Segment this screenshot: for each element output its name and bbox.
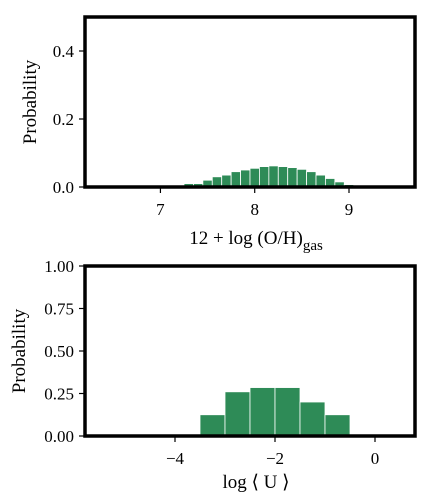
histogram-bar [259, 166, 270, 188]
histogram-bar [274, 387, 301, 437]
x-tick-label: 9 [345, 200, 354, 219]
histogram-bar [224, 391, 251, 437]
subplot-2: −4 −2 0 0.00 0.25 0.50 0.75 1.00 log ⟨ U ⟩ Probab… [9, 257, 417, 493]
y-tick-label: 1.00 [44, 257, 74, 276]
y-tick-label: 0.2 [53, 110, 74, 129]
histogram-bar [221, 174, 232, 188]
x-axis-label: log ⟨ U ⟩ [222, 472, 289, 493]
subplot-1: 7 8 9 0.0 0.2 0.4 12 + log (O/H)gas Probability [20, 15, 417, 254]
histogram-bar [299, 401, 326, 437]
y-tick-label: 0.50 [44, 342, 74, 361]
x-tick-label: 8 [250, 200, 259, 219]
histogram-bar [315, 174, 326, 188]
y-tick-label: 0.00 [44, 427, 74, 446]
histogram-bar [230, 171, 241, 188]
x-axis-label: 12 + log (O/H)gas [189, 228, 323, 254]
histogram-bar [268, 165, 279, 188]
x-axis-label-subscript: gas [303, 238, 323, 254]
plot-frame [83, 15, 417, 189]
y-tick-label: 0.75 [44, 300, 74, 319]
histogram-bar [324, 414, 351, 437]
histogram-bar [199, 414, 226, 437]
histogram-bar [287, 167, 298, 188]
x-tick-label: −2 [266, 449, 284, 468]
histogram-bar [249, 167, 260, 188]
y-tick-label: 0.0 [53, 178, 74, 197]
x-tick-label: 0 [371, 449, 380, 468]
x-axis-label-main: log ⟨ U ⟩ [222, 472, 289, 493]
histogram-bar [249, 387, 276, 437]
histogram-bar [240, 169, 251, 188]
histogram-bar [306, 171, 317, 188]
y-axis-label: Probability [20, 59, 41, 144]
histogram-bar [296, 168, 307, 188]
x-axis-label-main: 12 + log (O/H) [189, 228, 303, 249]
y-tick-label: 0.25 [44, 385, 74, 404]
x-tick-label: −4 [166, 449, 185, 468]
y-tick-label: 0.4 [53, 42, 75, 61]
y-axis-label: Probability [9, 308, 30, 393]
x-tick-label: 7 [156, 200, 165, 219]
histogram-bar [277, 166, 289, 188]
